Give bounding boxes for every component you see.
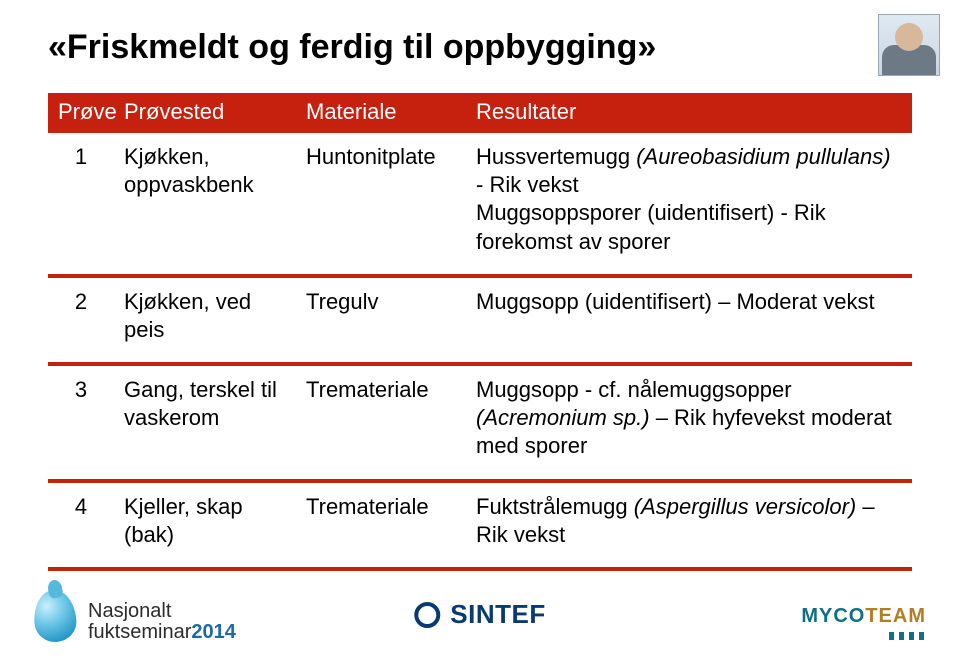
- result-italic: (Aspergillus versicolor): [634, 494, 857, 519]
- avatar-head: [895, 23, 923, 51]
- presenter-avatar: [878, 14, 940, 76]
- result-text: Hussvertemugg: [476, 144, 636, 169]
- slide-title: «Friskmeldt og ferdig til oppbygging»: [48, 28, 912, 67]
- mycoteam-word: MYCOTEAM: [801, 605, 926, 628]
- cell-num: 4: [48, 481, 114, 569]
- cell-num: 1: [48, 133, 114, 276]
- cell-resultat: Muggsopp (uidentifisert) – Moderat vekst: [466, 276, 912, 364]
- mycoteam-dots-icon: [801, 632, 926, 642]
- cell-resultat: Fuktstrålemugg (Aspergillus versicolor) …: [466, 481, 912, 569]
- result-text: Muggsopp (uidentifisert) – Moderat vekst: [476, 289, 875, 314]
- cell-materiale: Tremateriale: [296, 364, 466, 480]
- table-row: 3 Gang, terskel til vaskerom Trematerial…: [48, 364, 912, 480]
- cell-resultat: Hussvertemugg (Aureobasidium pullulans) …: [466, 133, 912, 276]
- sintef-word: SINTEF: [450, 599, 545, 630]
- logo-mycoteam: MYCOTEAM: [801, 605, 926, 642]
- cell-sted: Kjøkken, ved peis: [114, 276, 296, 364]
- cell-num: 2: [48, 276, 114, 364]
- logo-left-word: fuktseminar: [88, 621, 191, 643]
- logo-nasjonalt-fuktseminar: Nasjonalt fuktseminar2014: [34, 590, 236, 642]
- table-row: 2 Kjøkken, ved peis Tregulv Muggsopp (ui…: [48, 276, 912, 364]
- logo-left-year: 2014: [191, 621, 236, 643]
- col-provested: Prøvested: [114, 93, 296, 133]
- col-resultater: Resultater: [466, 93, 912, 133]
- table-row: 4 Kjeller, skap (bak) Tremateriale Fukts…: [48, 481, 912, 569]
- cell-sted: Gang, terskel til vaskerom: [114, 364, 296, 480]
- logo-left-text: Nasjonalt fuktseminar2014: [88, 601, 236, 642]
- result-italic: (Aureobasidium pullulans): [636, 144, 890, 169]
- cell-sted: Kjeller, skap (bak): [114, 481, 296, 569]
- sintef-ring-icon: [414, 602, 440, 628]
- cell-materiale: Tregulv: [296, 276, 466, 364]
- cell-materiale: Huntonitplate: [296, 133, 466, 276]
- table-row: 1 Kjøkken, oppvaskbenk Huntonitplate Hus…: [48, 133, 912, 276]
- col-materiale: Materiale: [296, 93, 466, 133]
- cell-num: 3: [48, 364, 114, 480]
- cell-resultat: Muggsopp - cf. nålemuggsopper (Acremoniu…: [466, 364, 912, 480]
- result-italic: (Acremonium sp.): [476, 405, 650, 430]
- table-header-row: Prøve Prøvested Materiale Resultater: [48, 93, 912, 133]
- result-text: Muggsoppsporer (uidentifisert) - Rik for…: [476, 200, 826, 253]
- result-text: - Rik vekst: [476, 172, 579, 197]
- result-text: Muggsopp - cf. nålemuggsopper: [476, 377, 792, 402]
- results-table: Prøve Prøvested Materiale Resultater 1 K…: [48, 93, 912, 571]
- logo-left-line2: fuktseminar2014: [88, 622, 236, 642]
- result-text: Fuktstrålemugg: [476, 494, 634, 519]
- mycoteam-a: MYCO: [801, 605, 865, 627]
- logo-sintef: SINTEF: [414, 599, 545, 630]
- cell-materiale: Tremateriale: [296, 481, 466, 569]
- logo-left-line1: Nasjonalt: [88, 601, 236, 621]
- cell-sted: Kjøkken, oppvaskbenk: [114, 133, 296, 276]
- mycoteam-b: TEAM: [865, 605, 926, 627]
- water-drop-icon: [32, 589, 78, 644]
- slide: «Friskmeldt og ferdig til oppbygging» Pr…: [0, 0, 960, 664]
- col-prove: Prøve: [48, 93, 114, 133]
- footer: Nasjonalt fuktseminar2014 SINTEF MYCOTEA…: [0, 576, 960, 642]
